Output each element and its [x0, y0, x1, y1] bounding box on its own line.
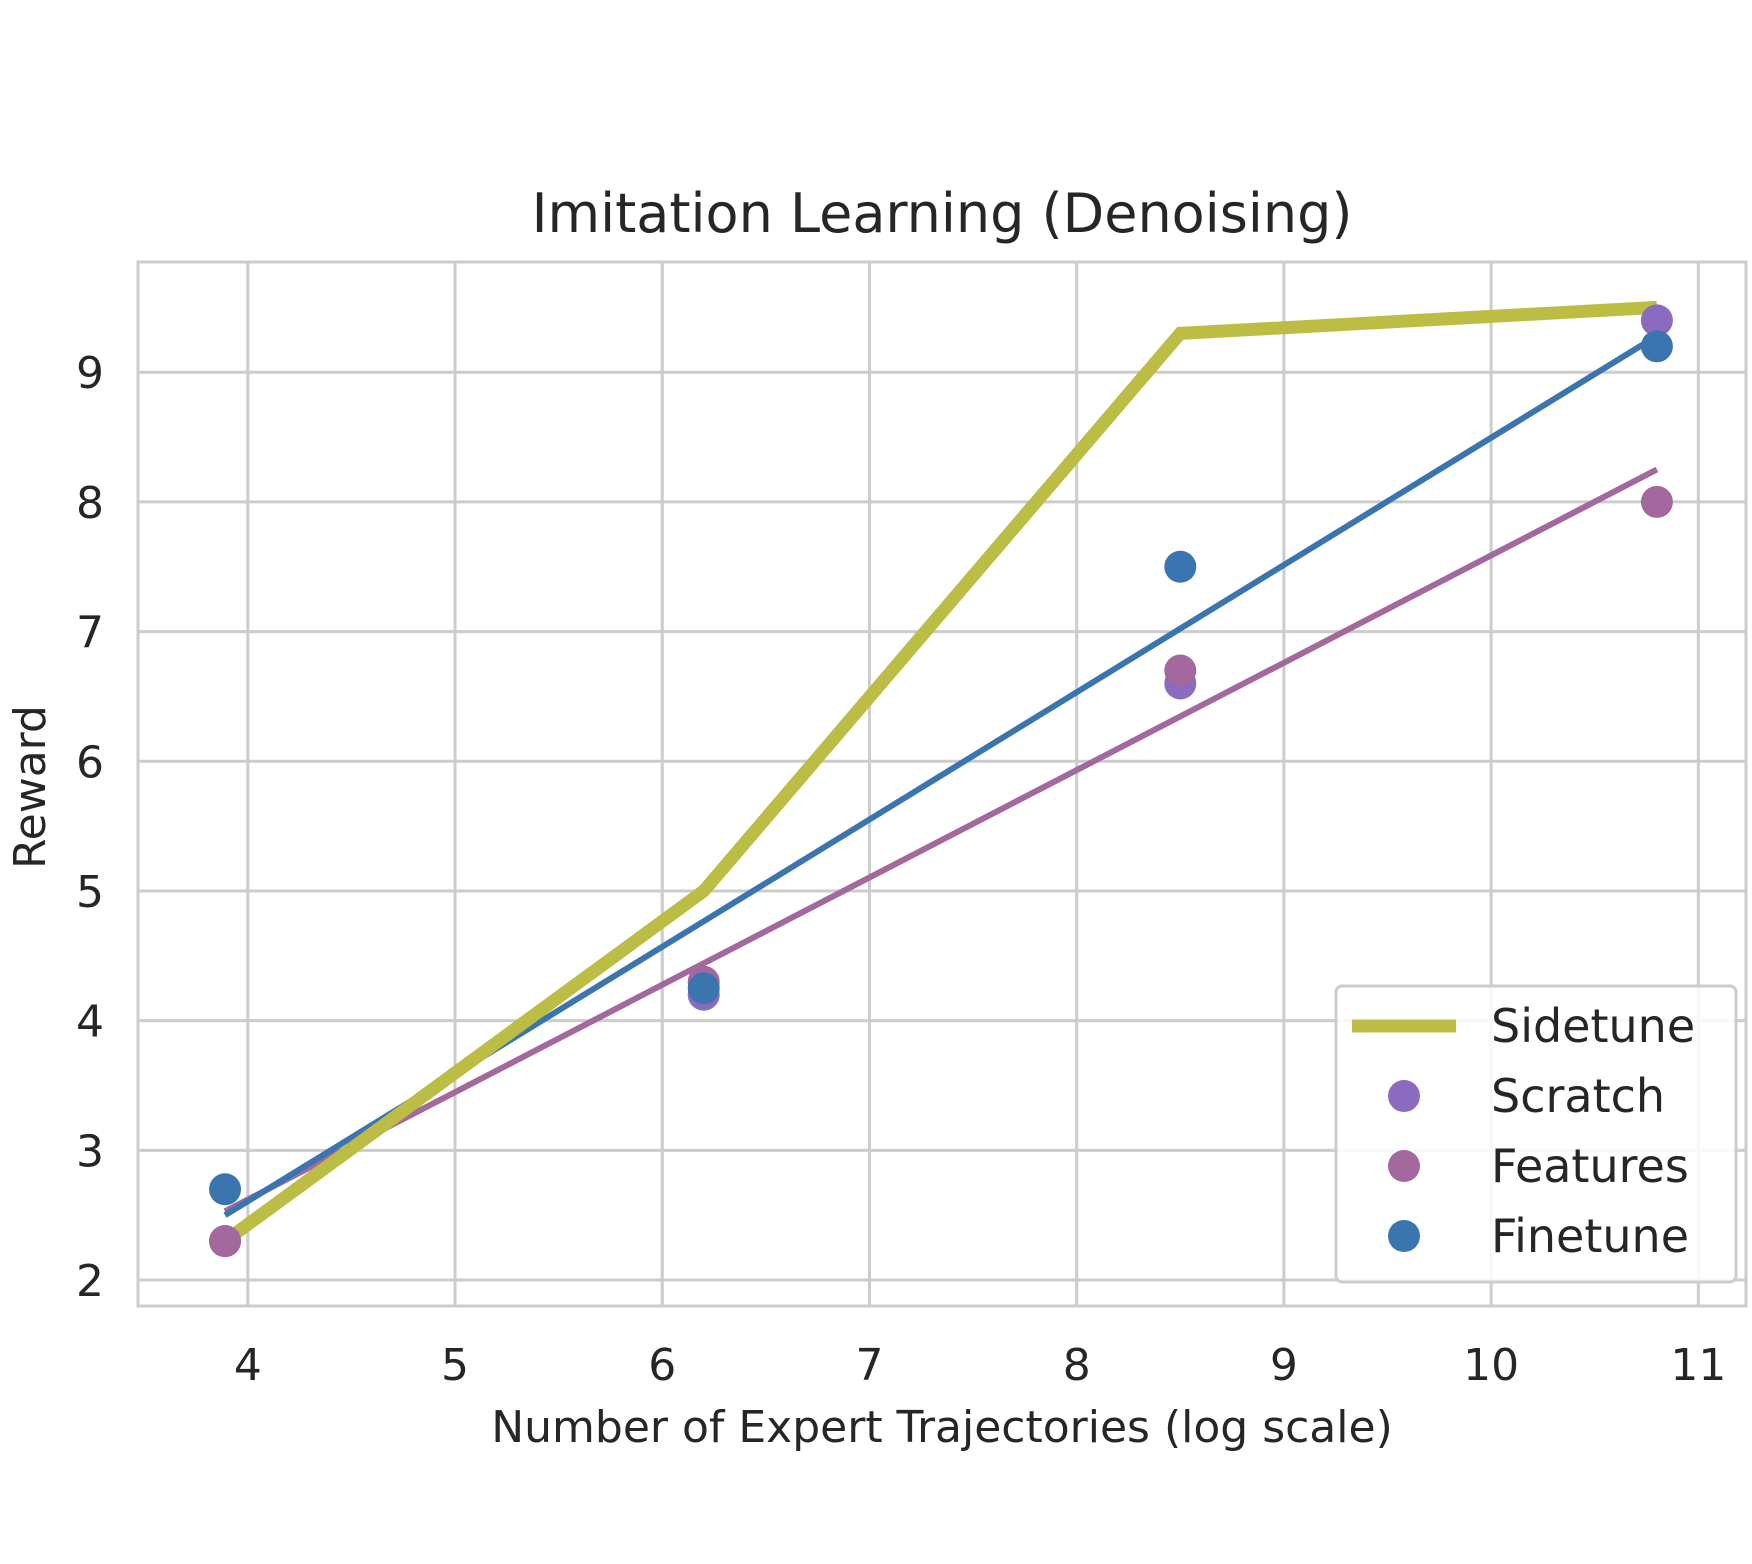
y-tick-label: 2 [76, 1256, 104, 1307]
y-axis-label: Reward [5, 705, 56, 869]
y-tick-label: 9 [76, 348, 104, 399]
legend-label-scratch: Scratch [1491, 1069, 1665, 1123]
x-tick-label: 8 [1063, 1340, 1091, 1391]
x-axis-label: Number of Expert Trajectories (log scale… [491, 1402, 1392, 1453]
plot-area: 4 5 6 7 8 9 10 11 2 3 4 5 6 7 8 9 [76, 260, 1748, 1391]
point-features [1164, 654, 1197, 687]
point-features [1640, 485, 1673, 518]
y-tick-label: 4 [76, 997, 104, 1048]
legend-swatch-finetune [1388, 1220, 1420, 1252]
x-tick-label: 5 [441, 1340, 469, 1391]
x-tick-label: 11 [1670, 1340, 1726, 1391]
legend: Sidetune Scratch Features Finetune [1334, 984, 1738, 1284]
legend-swatch-features [1388, 1150, 1420, 1182]
x-tick-label: 10 [1463, 1340, 1519, 1391]
legend-label-sidetune: Sidetune [1491, 999, 1695, 1053]
legend-label-features: Features [1491, 1139, 1689, 1193]
x-tick-label: 9 [1270, 1340, 1298, 1391]
y-tick-label: 8 [76, 478, 104, 529]
point-finetune [1640, 330, 1673, 363]
fit-line-features [223, 466, 1659, 1214]
series-line-sidetune [221, 300, 1658, 1247]
point-scratch [1640, 304, 1673, 337]
legend-box [1334, 984, 1738, 1284]
x-tick-label: 6 [648, 1340, 676, 1391]
legend-swatch-scratch [1388, 1080, 1420, 1112]
y-tick-label: 5 [76, 867, 104, 918]
y-tick-label: 3 [76, 1126, 104, 1177]
y-tick-label: 7 [76, 608, 104, 659]
point-finetune [209, 1173, 242, 1206]
plot-frame [136, 260, 1748, 1308]
legend-label-finetune: Finetune [1491, 1209, 1689, 1263]
x-tick-label: 4 [234, 1340, 262, 1391]
data-layer [209, 300, 1673, 1258]
chart-title: Imitation Learning (Denoising) [532, 182, 1353, 245]
point-features [209, 1225, 242, 1258]
point-finetune [687, 972, 720, 1005]
y-tick-label: 6 [76, 737, 104, 788]
point-finetune [1164, 550, 1197, 583]
x-tick-label: 7 [855, 1340, 883, 1391]
